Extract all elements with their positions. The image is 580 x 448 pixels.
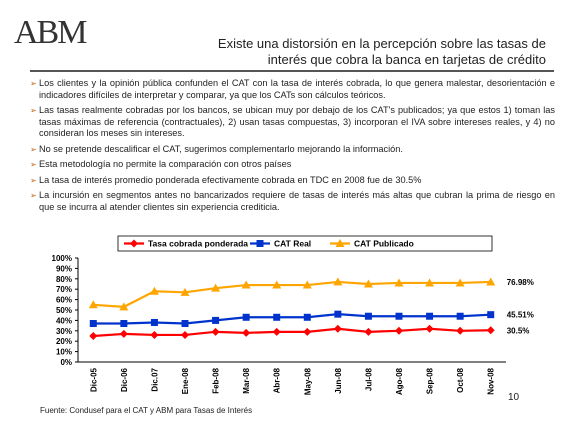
point-marker — [272, 327, 281, 336]
x-tick-label: May-08 — [303, 367, 312, 395]
point-marker — [486, 277, 496, 286]
point-marker — [364, 312, 372, 320]
x-tick-label: Feb-08 — [212, 367, 221, 393]
point-marker — [425, 278, 435, 287]
y-tick-label: 60% — [56, 296, 72, 305]
slide-title: Existe una distorsión en la percepción s… — [218, 36, 546, 68]
page-number: 10 — [508, 392, 520, 403]
point-marker — [364, 327, 373, 336]
point-marker — [211, 327, 220, 336]
x-tick-label: Oct-08 — [456, 367, 465, 392]
point-marker — [88, 300, 98, 309]
bullet: Los clientes y la opinión pública confun… — [30, 78, 555, 101]
y-tick-label: 10% — [56, 348, 72, 357]
bullet: Las tasas realmente cobradas por los ban… — [30, 105, 555, 140]
point-marker — [150, 330, 159, 339]
legend-label: CAT Real — [274, 239, 311, 249]
bullet: La tasa de interés promedio ponderada ef… — [30, 175, 555, 187]
point-marker — [456, 312, 464, 320]
legend-label: Tasa cobrada ponderada — [148, 239, 248, 249]
legend-label: CAT Publicado — [354, 239, 414, 249]
point-marker — [455, 278, 465, 287]
data-label: 45.51% — [507, 311, 534, 320]
point-marker — [149, 286, 159, 295]
bullet: Esta metodología no permite la comparaci… — [30, 159, 555, 171]
point-marker — [335, 239, 345, 247]
point-marker — [394, 278, 404, 287]
point-marker — [395, 326, 403, 335]
title-line: Existe una distorsión en la percepción s… — [217, 36, 546, 51]
x-tick-label: Sep-08 — [426, 367, 435, 394]
y-tick-label: 0% — [60, 358, 72, 367]
y-tick-label: 70% — [56, 285, 72, 294]
point-marker — [333, 324, 342, 333]
point-marker — [211, 283, 221, 292]
point-marker — [150, 318, 158, 326]
point-marker — [212, 316, 220, 324]
point-marker — [487, 311, 495, 319]
y-tick-label: 100% — [52, 254, 72, 263]
x-tick-label: Nov-08 — [487, 367, 496, 394]
point-marker — [486, 326, 495, 335]
point-marker — [303, 313, 311, 321]
x-tick-label: Jun-08 — [334, 367, 343, 393]
x-tick-label: Mar-08 — [242, 367, 251, 393]
point-marker — [302, 280, 312, 289]
point-marker — [130, 239, 138, 248]
point-marker — [363, 279, 373, 288]
point-marker — [242, 328, 251, 337]
point-marker — [89, 332, 98, 340]
point-marker — [181, 330, 189, 339]
point-marker — [426, 312, 434, 320]
title-line: interés que cobra la banca en tarjetas d… — [267, 52, 546, 67]
y-tick-label: 80% — [56, 275, 72, 284]
y-tick-label: 20% — [56, 337, 72, 346]
point-marker — [303, 327, 312, 336]
point-marker — [241, 280, 251, 289]
y-tick-label: 90% — [56, 264, 72, 273]
series-line — [93, 327, 491, 338]
bullet: No se pretende descalificar el CAT, suge… — [30, 144, 555, 156]
point-marker — [272, 280, 282, 289]
point-marker — [333, 277, 343, 286]
point-marker — [119, 302, 129, 311]
point-marker — [334, 310, 342, 318]
x-tick-label: Dic.07 — [150, 367, 159, 391]
data-label: 76.98% — [507, 278, 534, 287]
bullet-list: Los clientes y la opinión pública confun… — [30, 78, 555, 217]
point-marker — [395, 312, 403, 320]
point-marker — [273, 313, 281, 321]
x-tick-label: Jul-08 — [364, 367, 373, 391]
x-tick-label: Ene-08 — [181, 367, 190, 394]
point-marker — [180, 287, 190, 296]
x-tick-label: Dic-05 — [89, 367, 98, 392]
x-tick-label: Abr-08 — [273, 367, 282, 393]
point-marker — [456, 326, 465, 335]
data-label: 30.5% — [507, 326, 530, 335]
y-tick-label: 30% — [56, 327, 72, 336]
point-marker — [242, 313, 250, 321]
point-marker — [119, 329, 128, 338]
x-tick-label: Dic-06 — [120, 367, 129, 392]
point-marker — [256, 240, 264, 247]
series-line — [93, 280, 491, 308]
legend-box — [117, 235, 493, 252]
source-note: Fuente: Condusef para el CAT y ABM para … — [40, 406, 253, 415]
y-tick-label: 40% — [56, 316, 72, 325]
point-marker — [120, 320, 128, 328]
point-marker — [425, 324, 434, 333]
x-tick-label: Ago-08 — [395, 367, 404, 395]
point-marker — [89, 320, 97, 328]
y-tick-label: 50% — [56, 306, 72, 315]
point-marker — [181, 320, 189, 328]
title-rule — [30, 70, 554, 72]
bullet: La incursión en segmentos antes no banca… — [30, 190, 555, 213]
series-line — [93, 313, 491, 325]
logo: ABM — [14, 14, 87, 51]
